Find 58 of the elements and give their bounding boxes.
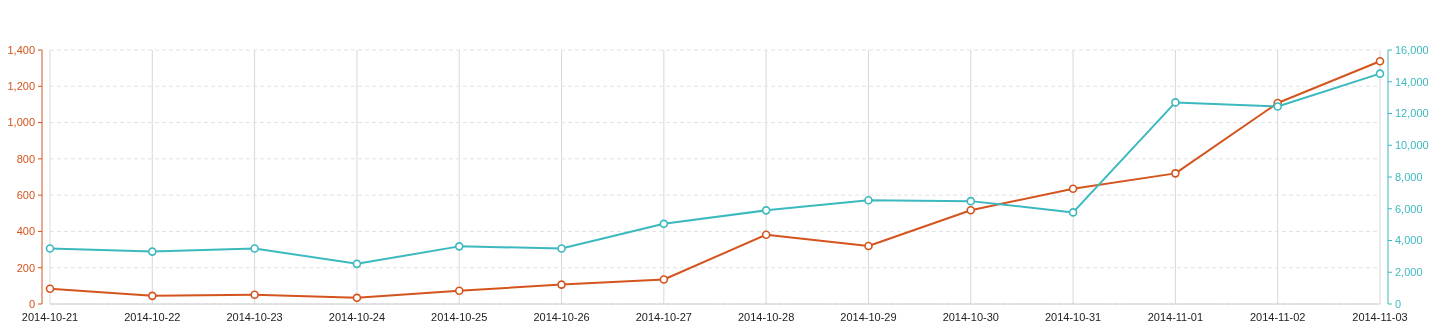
- y2-tick-label: 2,000: [1395, 266, 1423, 279]
- point: [1171, 98, 1180, 107]
- y2-tick-label: 0: [1395, 297, 1402, 310]
- y2-tick-label: 14,000: [1395, 75, 1429, 88]
- y2-tick-label: 12,000: [1395, 107, 1429, 120]
- x-tick-label: 2014-10-24: [328, 311, 386, 323]
- point: [1273, 102, 1282, 111]
- x-tick-label: 2014-11-01: [1147, 311, 1204, 323]
- point: [45, 244, 55, 253]
- point: [352, 259, 362, 269]
- y2-tick-label: 8,000: [1395, 170, 1423, 183]
- y-tick-label: 1,400: [7, 43, 35, 56]
- point: [966, 205, 976, 215]
- x-tick-label: 2014-10-27: [635, 311, 692, 323]
- x-tick-label: 2014-10-29: [840, 311, 897, 323]
- point: [761, 206, 771, 215]
- point: [659, 219, 669, 229]
- x-tick-label: 2014-10-21: [21, 311, 79, 323]
- y2-tick-label: 10,000: [1395, 139, 1429, 152]
- x-tick-label: 2014-10-25: [431, 311, 488, 323]
- point: [1375, 69, 1385, 78]
- y-tick-label: 0: [28, 297, 35, 310]
- x-tick-label: 2014-10-31: [1044, 311, 1102, 323]
- y-tick-label: 200: [16, 261, 35, 274]
- x-tick-label: 2014-11-03: [1352, 311, 1408, 323]
- point: [45, 284, 55, 294]
- x-tick-label: 2014-10-28: [738, 311, 795, 323]
- x-tick-label: 2014-10-22: [124, 311, 181, 323]
- point: [250, 244, 259, 253]
- point: [148, 291, 157, 301]
- point: [864, 195, 873, 205]
- point: [1068, 184, 1078, 194]
- x-tick-label: 2014-11-02: [1249, 311, 1306, 323]
- x-tick-label: 2014-10-23: [226, 311, 283, 323]
- x-tick-label: 2014-10-26: [533, 311, 590, 323]
- y-tick-label: 1,200: [7, 80, 35, 93]
- point: [1171, 169, 1180, 178]
- point: [761, 230, 771, 239]
- point: [557, 244, 566, 253]
- point: [557, 280, 566, 289]
- point: [1375, 56, 1385, 66]
- x-tick-label: 2014-10-30: [942, 311, 999, 323]
- y2-tick-label: 4,000: [1395, 234, 1423, 247]
- y2-tick-label: 16,000: [1395, 43, 1429, 56]
- point: [864, 241, 873, 251]
- point: [966, 196, 976, 206]
- y-tick-label: 600: [16, 188, 35, 201]
- point: [250, 290, 259, 300]
- point: [148, 247, 157, 256]
- y-tick-label: 400: [16, 225, 35, 238]
- y2-tick-label: 6,000: [1395, 202, 1423, 215]
- point: [352, 293, 362, 303]
- point: [659, 275, 669, 284]
- y-tick-label: 800: [16, 152, 35, 165]
- point: [454, 286, 464, 296]
- y-tick-label: 1,000: [7, 116, 35, 129]
- point: [1068, 208, 1078, 217]
- point: [454, 242, 464, 251]
